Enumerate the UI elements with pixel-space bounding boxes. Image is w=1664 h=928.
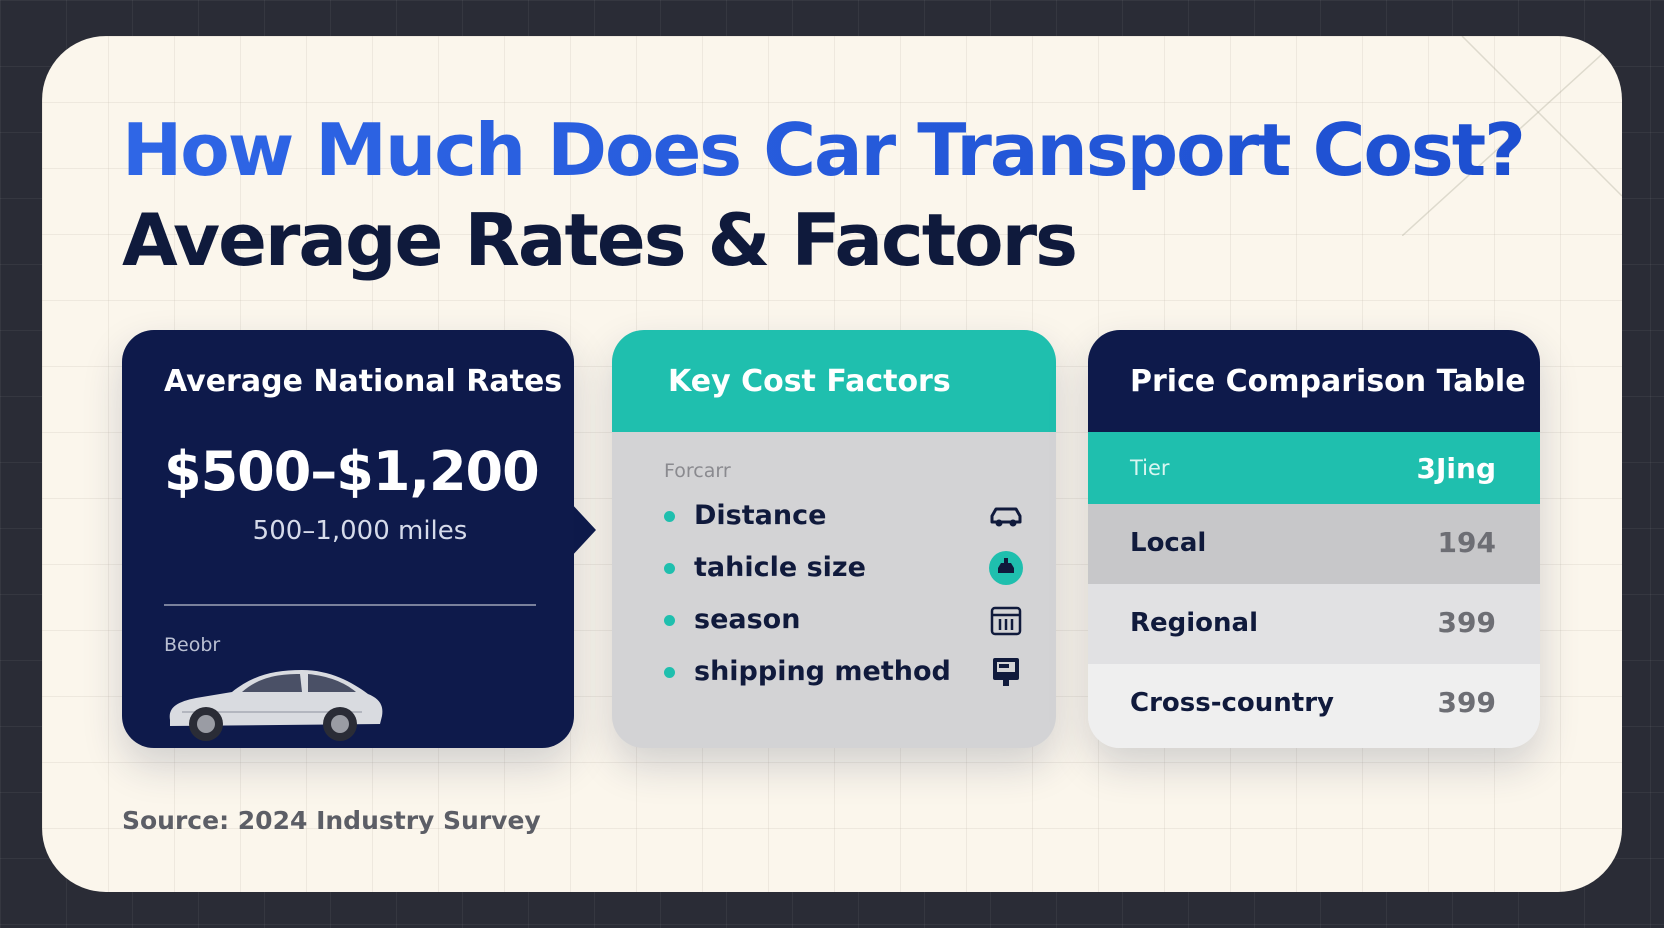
title-line-1: How Much Does Car Transport Cost? — [122, 108, 1526, 192]
price-range: $500–$1,200 — [164, 440, 540, 503]
car-illustration-icon — [169, 670, 383, 741]
table-row: Local 194 — [1088, 504, 1540, 584]
table-column-header: Tier 3Jing — [1088, 432, 1540, 504]
table-row: Cross-country 399 — [1088, 664, 1540, 748]
average-rates-panel: Average National Rates $500–$1,200 500–1… — [122, 330, 596, 748]
factors-heading: Key Cost Factors — [668, 364, 951, 399]
table-row: Regional 399 — [1088, 584, 1540, 664]
column-header-value: 3Jing — [1416, 452, 1496, 485]
table-header-bar — [1088, 330, 1540, 432]
factor-label: shipping method — [694, 656, 951, 687]
distance-range: 500–1,000 miles — [252, 516, 468, 546]
factor-label: season — [694, 604, 801, 635]
price-comparison-panel: Price Comparison Table Tier 3Jing Local … — [1088, 330, 1540, 748]
value-cell: 399 — [1437, 686, 1496, 719]
rates-heading: Average National Rates — [164, 364, 563, 399]
car-icon — [990, 507, 1022, 527]
tier-cell: Regional — [1130, 608, 1259, 638]
factor-item: season — [664, 600, 1024, 644]
factors-header-bar — [612, 330, 1056, 432]
calendar-icon — [990, 606, 1022, 636]
tier-cell: Local — [1130, 528, 1207, 558]
bullet-dot — [664, 667, 675, 678]
value-cell: 399 — [1437, 606, 1496, 639]
panel-pointer — [570, 502, 596, 558]
rates-small-label: Beobr — [164, 634, 221, 656]
title-line-2: Average Rates & Factors — [122, 198, 1078, 282]
infographic-card: How Much Does Car Transport Cost? Averag… — [42, 36, 1622, 892]
factor-item: tahicle size — [664, 548, 1024, 592]
divider — [164, 604, 536, 606]
table-heading: Price Comparison Table — [1130, 364, 1526, 399]
bullet-dot — [664, 511, 675, 522]
key-cost-factors-panel: Key Cost Factors Forcarr Distance tahicl… — [612, 330, 1056, 748]
factor-label: tahicle size — [694, 552, 866, 583]
decorative-triangle-lines — [1402, 36, 1622, 236]
source-note: Source: 2024 Industry Survey — [122, 806, 541, 835]
value-cell: 194 — [1437, 526, 1496, 559]
factor-label: Distance — [694, 500, 827, 531]
truck-screen-icon — [993, 658, 1019, 686]
vehicle-badge-icon — [989, 551, 1023, 585]
column-header-tier: Tier — [1130, 456, 1170, 480]
bullet-dot — [664, 563, 675, 574]
factor-item: shipping method — [664, 652, 1024, 696]
factor-item: Distance — [664, 496, 1024, 540]
factors-small-label: Forcarr — [664, 460, 731, 482]
tier-cell: Cross-country — [1130, 688, 1335, 718]
bullet-dot — [664, 615, 675, 626]
